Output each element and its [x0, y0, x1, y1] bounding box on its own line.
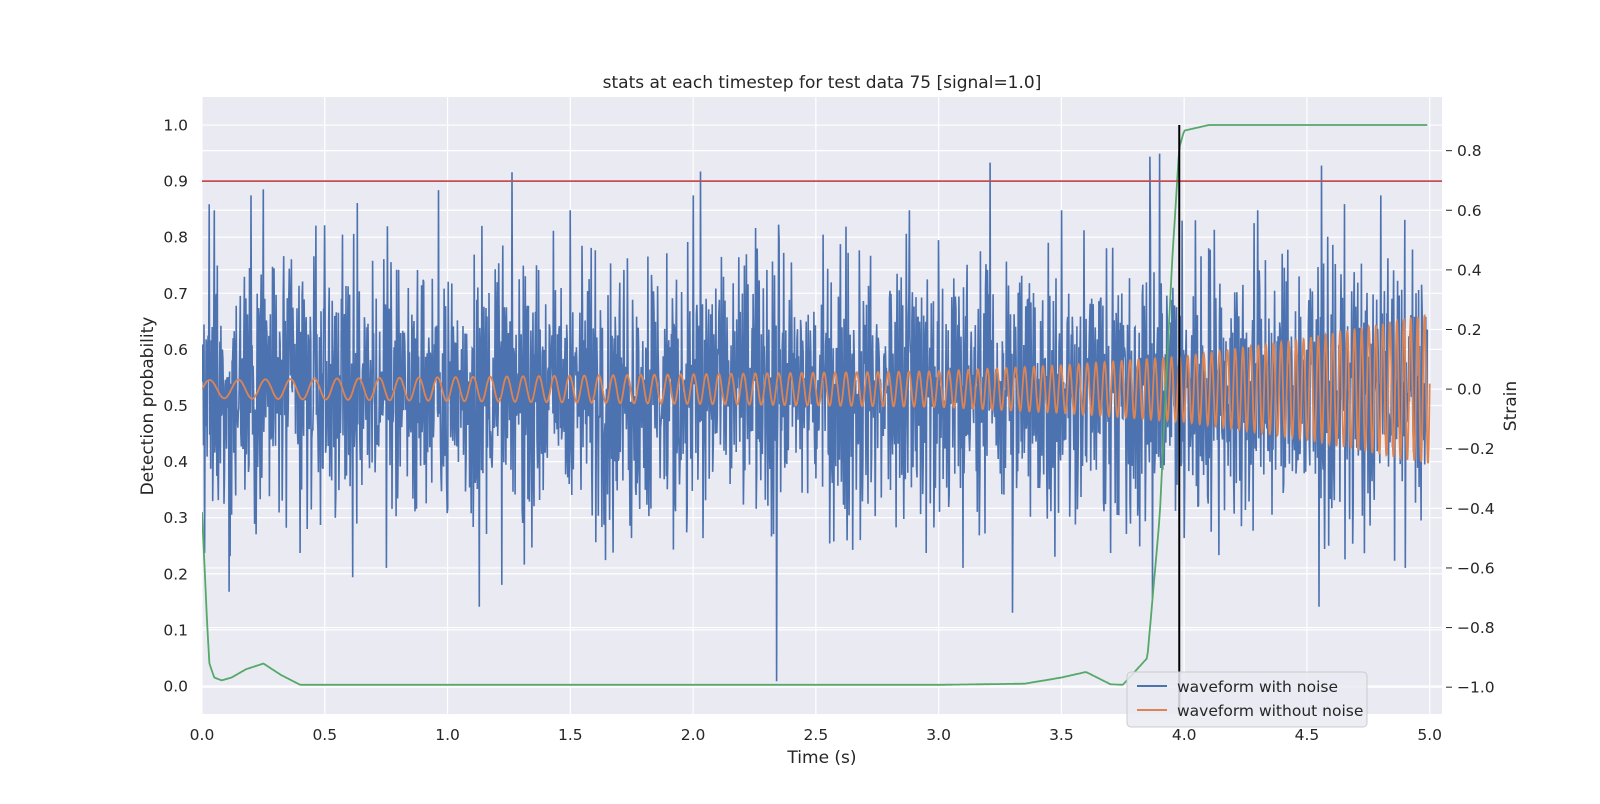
x-tick-label: 0.0: [190, 726, 215, 744]
y-axis-left: 0.0 0.1 0.2 0.3 0.4 0.5 0.6 0.7 0.8 0.9 1.0: [163, 117, 188, 696]
series-detection-probability: [202, 124, 1428, 686]
y-axis-right: −1.0 −0.8 −0.6 −0.4 −0.2 0.0 0.2 0.4 0.6 0.8: [1446, 142, 1495, 697]
legend: waveform with noise waveform without noi…: [1126, 671, 1368, 728]
chart-title: stats at each timestep for test data 75 …: [603, 73, 1042, 93]
y2-tick-label: 0.6: [1457, 202, 1482, 220]
y-tick-label: 0.0: [163, 677, 188, 695]
y-tick-label: 0.9: [163, 173, 188, 191]
x-tick-label: 1.0: [435, 726, 460, 744]
y2-tick-label: −0.4: [1457, 500, 1495, 518]
y2-tick-label: 0.2: [1457, 321, 1482, 339]
x-tick-label: 2.0: [681, 726, 706, 744]
y-tick-label: 0.6: [163, 341, 188, 359]
x-tick-label: 5.0: [1417, 726, 1442, 744]
x-tick-label: 1.5: [558, 726, 583, 744]
x-tick-label: 3.5: [1049, 726, 1074, 744]
legend-label-noise: waveform with noise: [1177, 678, 1338, 696]
x-tick-label: 0.5: [312, 726, 337, 744]
legend-box: [1126, 671, 1368, 728]
y-tick-label: 0.1: [163, 621, 188, 639]
series-waveform-with-noise: [202, 153, 1429, 682]
x-tick-label: 4.0: [1172, 726, 1197, 744]
y2-tick-label: 0.8: [1457, 142, 1482, 160]
y2-tick-label: −0.8: [1457, 619, 1495, 637]
y-tick-label: 1.0: [163, 117, 188, 135]
y-axis-label: Detection probability: [138, 317, 158, 496]
x-axis: 0.0 0.5 1.0 1.5 2.0 2.5 3.0 3.5 4.0 4.5 5.0: [190, 726, 1442, 744]
y2-tick-label: 0.0: [1457, 381, 1482, 399]
y2-tick-label: −1.0: [1457, 679, 1495, 697]
series-waveform-without-noise: [202, 313, 1431, 464]
series-layer: [202, 124, 1442, 714]
legend-label-clean: waveform without noise: [1177, 702, 1363, 720]
y-tick-label: 0.3: [163, 509, 188, 527]
y-tick-label: 0.2: [163, 565, 188, 583]
y2-axis-label: Strain: [1501, 381, 1521, 431]
y2-tick-label: 0.4: [1457, 261, 1482, 279]
x-tick-label: 2.5: [804, 726, 829, 744]
y-tick-label: 0.8: [163, 229, 188, 247]
x-tick-label: 3.0: [926, 726, 951, 744]
x-axis-label: Time (s): [786, 748, 856, 768]
y2-tick-label: −0.2: [1457, 440, 1495, 458]
y2-tick-label: −0.6: [1457, 559, 1495, 577]
y-tick-label: 0.5: [163, 397, 188, 415]
y-tick-label: 0.4: [163, 453, 188, 471]
x-tick-label: 4.5: [1295, 726, 1320, 744]
y-tick-label: 0.7: [163, 285, 188, 303]
